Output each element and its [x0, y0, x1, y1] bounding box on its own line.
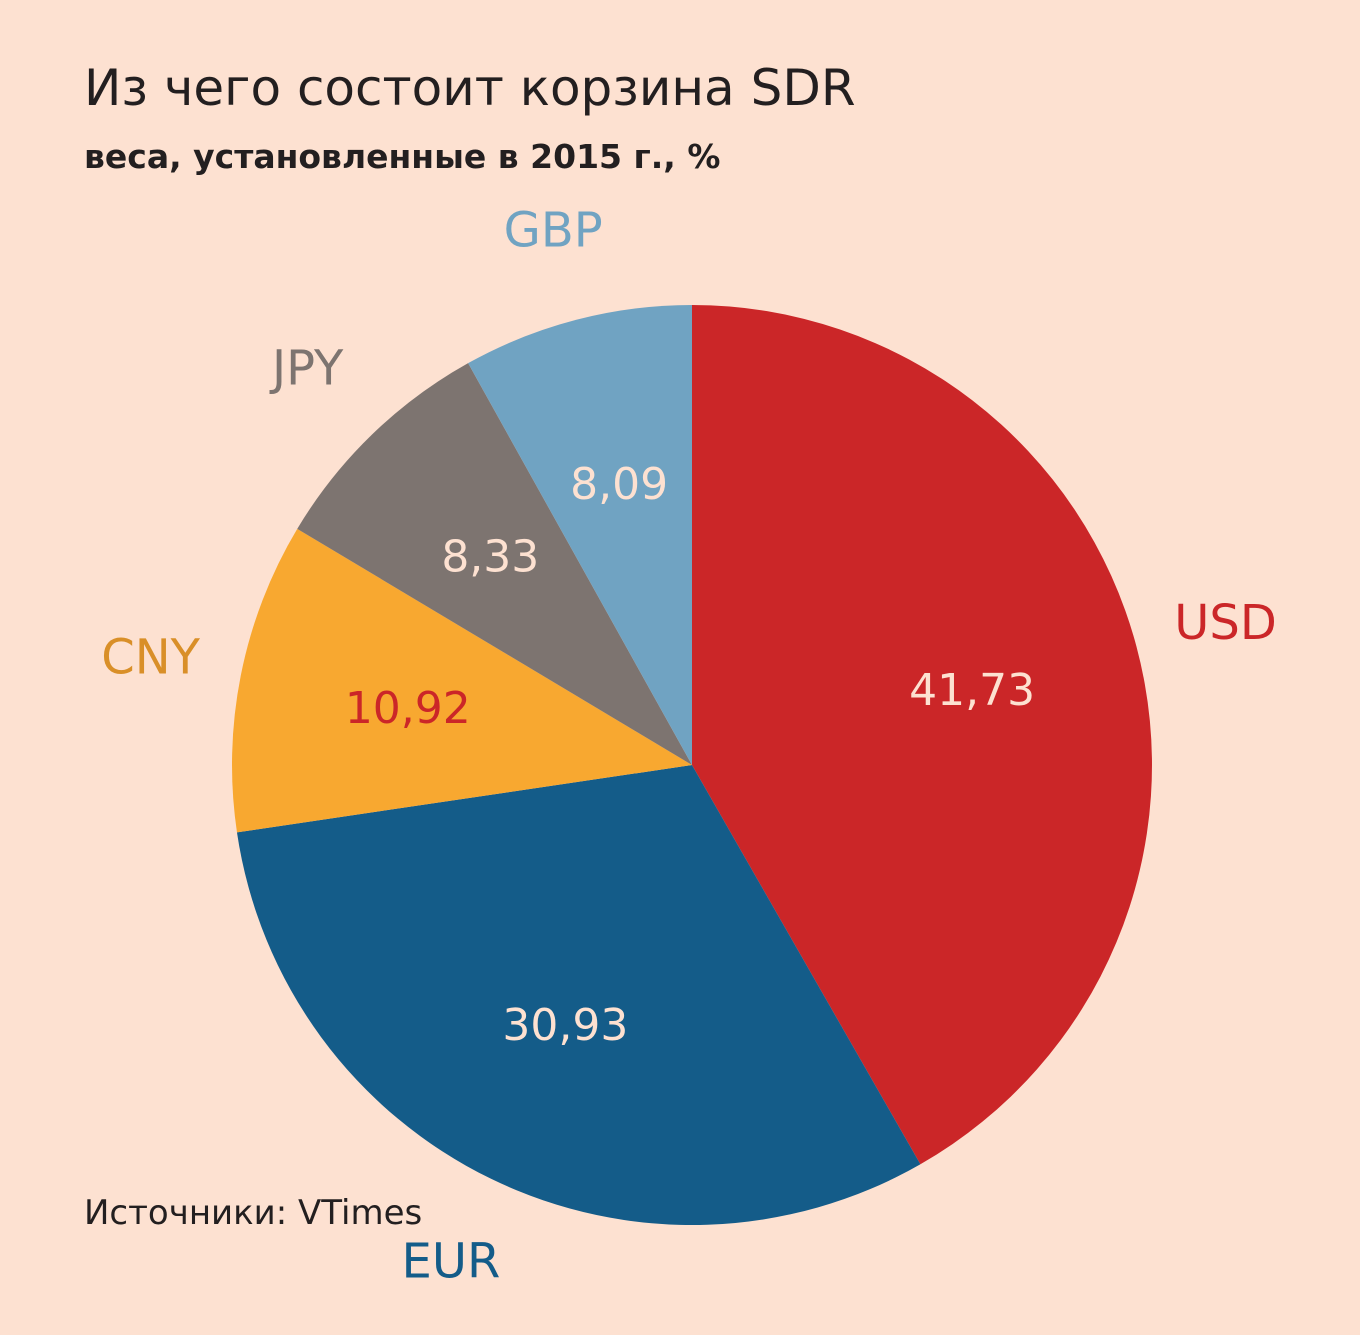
pie-slice-jpy [297, 363, 692, 765]
category-label-jpy: JPY [269, 341, 344, 397]
value-label-jpy: 8,33 [441, 532, 539, 583]
category-label-cny: CNY [101, 630, 200, 686]
pie-slice-cny [231, 528, 692, 833]
category-label-gbp: GBP [504, 203, 603, 259]
pie-slice-eur [236, 765, 921, 1225]
chart-subtitle: веса, установленные в 2015 г., % [84, 137, 721, 176]
value-label-gbp: 8,09 [570, 459, 668, 510]
category-label-usd: USD [1174, 595, 1277, 651]
chart-title: Из чего состоит корзина SDR [84, 59, 856, 117]
pie-slice-gbp [468, 305, 692, 765]
category-label-eur: EUR [401, 1234, 500, 1290]
value-label-eur: 30,93 [502, 1000, 628, 1051]
value-label-cny: 10,92 [345, 683, 471, 734]
source-note: Источники: VTimes [84, 1193, 423, 1233]
value-label-usd: 41,73 [909, 665, 1035, 716]
pie-slice-usd [692, 305, 1152, 1165]
